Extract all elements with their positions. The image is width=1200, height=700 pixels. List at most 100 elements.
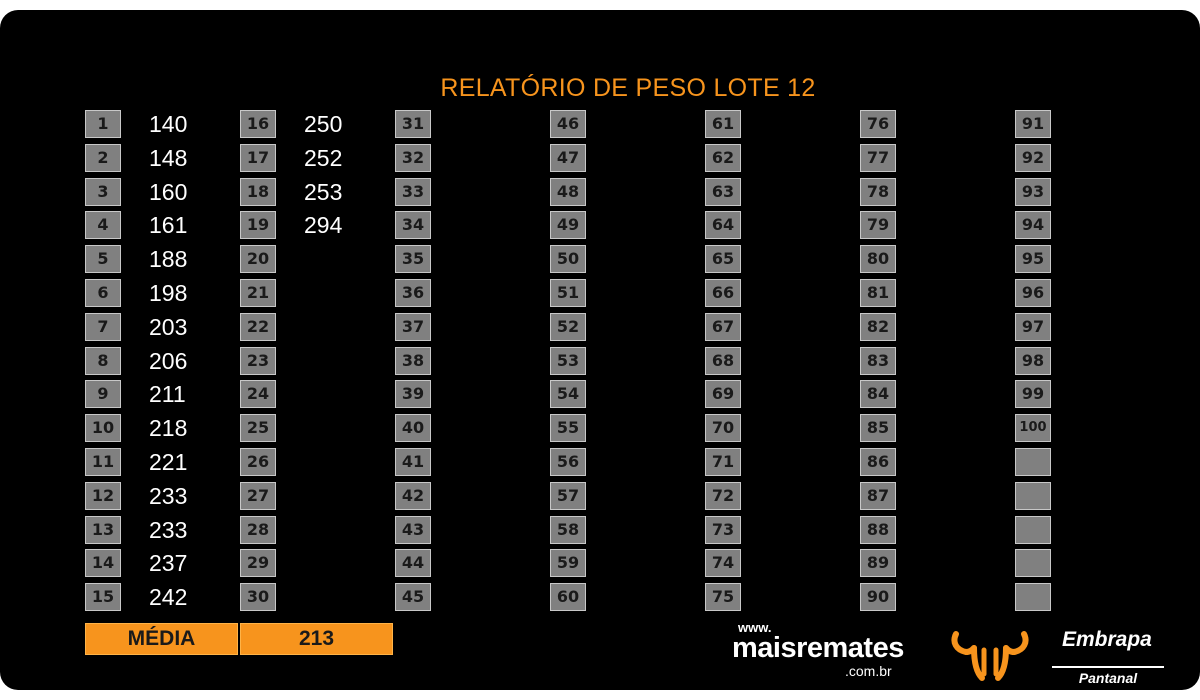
table-row: 63 <box>705 176 859 210</box>
table-row: 45 <box>395 581 549 615</box>
table-row <box>1015 446 1169 480</box>
table-row: 65 <box>705 243 859 277</box>
table-row: 58 <box>550 514 704 548</box>
weight-value: 211 <box>149 381 186 408</box>
animal-number-box: 2 <box>85 143 121 172</box>
table-row: 67 <box>705 311 859 345</box>
animal-number-box: 90 <box>860 583 896 612</box>
table-row: 36 <box>395 277 549 311</box>
animal-number-box: 57 <box>550 481 586 510</box>
animal-number-box: 44 <box>395 549 431 578</box>
animal-number-box: 77 <box>860 143 896 172</box>
animal-number-box: 62 <box>705 143 741 172</box>
animal-number-box: 55 <box>550 414 586 443</box>
animal-number-box: 63 <box>705 177 741 206</box>
weight-value <box>924 412 1004 446</box>
animal-number-box: 25 <box>240 414 276 443</box>
animal-number-box: 60 <box>550 583 586 612</box>
weight-value <box>1079 311 1159 345</box>
table-row: 61 <box>705 108 859 142</box>
animal-number-box: 18 <box>240 177 276 206</box>
weight-value <box>614 243 694 277</box>
animal-number-box <box>1015 583 1051 612</box>
table-row: 22 <box>240 311 394 345</box>
animal-number-box: 3 <box>85 177 121 206</box>
table-row: 43 <box>395 514 549 548</box>
table-row: 25 <box>240 412 394 446</box>
weight-value <box>924 209 1004 243</box>
animal-number-box: 65 <box>705 245 741 274</box>
weight-value <box>1079 412 1159 446</box>
weight-column: 46 47 48 49 50 51 52 53 54 55 56 57 58 59 60 <box>550 108 704 615</box>
report-board: RELATÓRIO DE PESO LOTE 12 1 140 2 148 3 160 4 1… <box>0 10 1200 690</box>
weight-column: 76 77 78 79 80 81 82 83 84 85 86 87 88 89 90 <box>860 108 1014 615</box>
animal-number-box <box>1015 515 1051 544</box>
weight-value <box>614 142 694 176</box>
table-row: 57 <box>550 480 704 514</box>
weight-value <box>614 514 694 548</box>
average-value: 213 <box>240 623 393 655</box>
table-row: 90 <box>860 581 1014 615</box>
table-row: 20 <box>240 243 394 277</box>
animal-number-box: 52 <box>550 312 586 341</box>
weight-value <box>304 378 384 412</box>
animal-number-box: 87 <box>860 481 896 510</box>
weight-value <box>1079 142 1159 176</box>
weight-value: 221 <box>149 448 188 475</box>
animal-number-box: 83 <box>860 346 896 375</box>
animal-number-box: 46 <box>550 110 586 138</box>
table-row: 31 <box>395 108 549 142</box>
table-row: 14 237 <box>85 547 239 581</box>
table-row: 17 252 <box>240 142 394 176</box>
table-row: 52 <box>550 311 704 345</box>
animal-number-box: 13 <box>85 515 121 544</box>
table-row: 89 <box>860 547 1014 581</box>
weight-value: 294 <box>304 212 343 239</box>
weight-value <box>614 446 694 480</box>
table-row: 1 140 <box>85 108 239 142</box>
weight-value <box>304 480 384 514</box>
animal-number-box: 48 <box>550 177 586 206</box>
weight-value <box>924 277 1004 311</box>
animal-number-box: 6 <box>85 278 121 307</box>
table-row: 80 <box>860 243 1014 277</box>
animal-number-box: 22 <box>240 312 276 341</box>
animal-number-box: 23 <box>240 346 276 375</box>
animal-number-box: 42 <box>395 481 431 510</box>
animal-number-box <box>1015 447 1051 476</box>
table-row: 70 <box>705 412 859 446</box>
animal-number-box: 17 <box>240 143 276 172</box>
weight-value <box>459 412 539 446</box>
weight-value <box>769 581 849 615</box>
weight-column: 91 92 93 94 95 96 97 98 99 100 <box>1015 108 1169 615</box>
animal-number-box: 82 <box>860 312 896 341</box>
animal-number-box: 96 <box>1015 278 1051 307</box>
table-row <box>1015 581 1169 615</box>
table-row: 95 <box>1015 243 1169 277</box>
weight-value <box>614 378 694 412</box>
table-row: 59 <box>550 547 704 581</box>
weight-value <box>769 446 849 480</box>
weight-value <box>459 243 539 277</box>
table-row: 73 <box>705 514 859 548</box>
animal-number-box: 14 <box>85 549 121 578</box>
table-row: 56 <box>550 446 704 480</box>
weight-value <box>924 581 1004 615</box>
animal-number-box: 19 <box>240 211 276 240</box>
weight-value <box>614 581 694 615</box>
table-row: 38 <box>395 345 549 379</box>
weight-value <box>614 108 694 142</box>
table-row: 83 <box>860 345 1014 379</box>
animal-number-box: 84 <box>860 380 896 409</box>
weight-value: 250 <box>304 111 343 137</box>
animal-number-box: 27 <box>240 481 276 510</box>
animal-number-box: 43 <box>395 515 431 544</box>
table-row: 33 <box>395 176 549 210</box>
table-row: 7 203 <box>85 311 239 345</box>
animal-number-box: 40 <box>395 414 431 443</box>
animal-number-box: 91 <box>1015 110 1051 138</box>
weight-value: 140 <box>149 111 188 137</box>
table-row: 54 <box>550 378 704 412</box>
table-row: 11 221 <box>85 446 239 480</box>
weight-value <box>769 514 849 548</box>
